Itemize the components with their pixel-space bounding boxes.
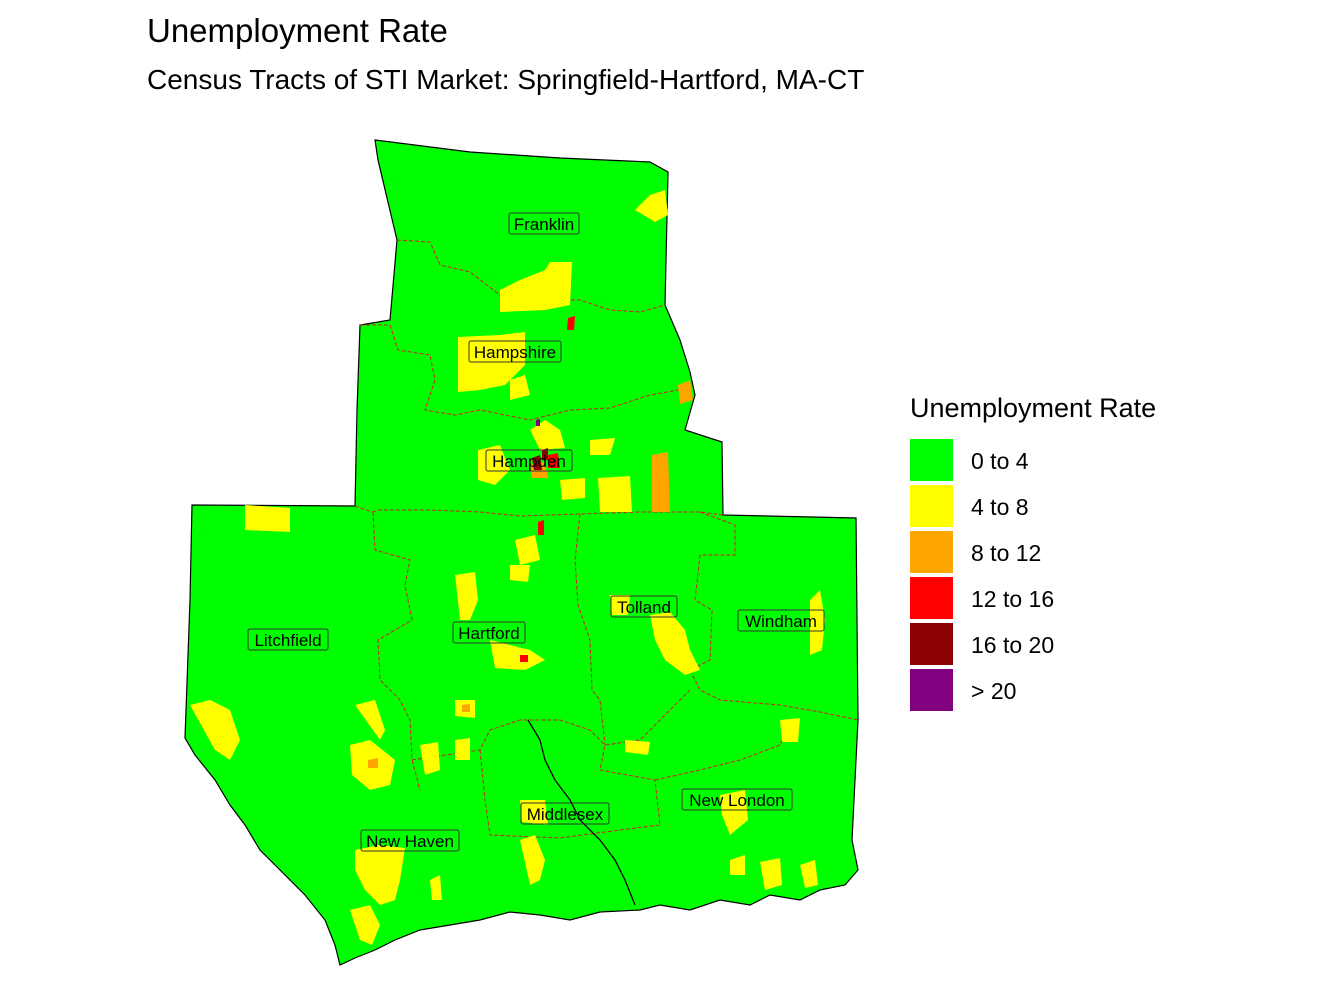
svg-text:Franklin: Franklin (514, 215, 574, 234)
tracts-12-to-16 (520, 316, 575, 662)
svg-text:Tolland: Tolland (617, 598, 671, 617)
label-hartford: Hartford (452, 621, 526, 644)
label-new-london: New London (681, 788, 793, 811)
legend-swatch (910, 485, 953, 529)
legend-item: 12 to 16 (910, 576, 1156, 622)
label-franklin: Franklin (508, 212, 580, 235)
label-tolland: Tolland (610, 595, 678, 618)
label-middlesex: Middlesex (520, 802, 610, 825)
map-title: Unemployment Rate (147, 12, 448, 49)
legend-item: > 20 (910, 668, 1156, 714)
legend-label: 16 to 20 (971, 631, 1055, 658)
svg-text:Hampden: Hampden (492, 452, 566, 471)
legend-item: 4 to 8 (910, 484, 1156, 530)
legend-label: 0 to 4 (971, 447, 1029, 474)
label-hampden: Hampden (485, 449, 573, 472)
tracts-16-to-20 (532, 448, 548, 470)
legend-label: 12 to 16 (971, 585, 1055, 612)
legend-swatch (910, 439, 953, 483)
legend-item: 0 to 4 (910, 438, 1156, 484)
county-borders (354, 239, 859, 839)
label-windham: Windham (737, 609, 825, 632)
label-new-haven: New Haven (360, 829, 460, 852)
legend-swatch (910, 623, 953, 667)
map-subtitle: Census Tracts of STI Market: Springfield… (147, 64, 865, 95)
legend-swatch (910, 531, 953, 575)
svg-text:Litchfield: Litchfield (254, 631, 321, 650)
legend-label: > 20 (971, 677, 1017, 704)
legend: Unemployment Rate 0 to 4 4 to 8 8 to 12 … (910, 393, 1156, 714)
svg-text:Windham: Windham (745, 612, 817, 631)
tracts-over-20 (536, 419, 540, 426)
legend-title: Unemployment Rate (910, 393, 1157, 423)
label-hampshire: Hampshire (468, 340, 562, 363)
legend-label: 4 to 8 (971, 493, 1029, 520)
svg-text:Hartford: Hartford (458, 624, 519, 643)
tracts-8-to-12 (368, 380, 693, 768)
river (527, 719, 636, 906)
svg-text:Middlesex: Middlesex (527, 805, 604, 824)
legend-label: 8 to 12 (971, 539, 1042, 566)
label-litchfield: Litchfield (247, 628, 329, 651)
county-labels: Franklin Hampshire Hampden Litchfield Ha… (247, 212, 825, 852)
legend-swatch (910, 669, 953, 713)
legend-item: 8 to 12 (910, 530, 1156, 576)
svg-text:New London: New London (689, 791, 784, 810)
legend-item: 16 to 20 (910, 622, 1156, 668)
svg-text:New Haven: New Haven (366, 832, 454, 851)
legend-swatch (910, 577, 953, 621)
svg-text:Hampshire: Hampshire (474, 343, 556, 362)
